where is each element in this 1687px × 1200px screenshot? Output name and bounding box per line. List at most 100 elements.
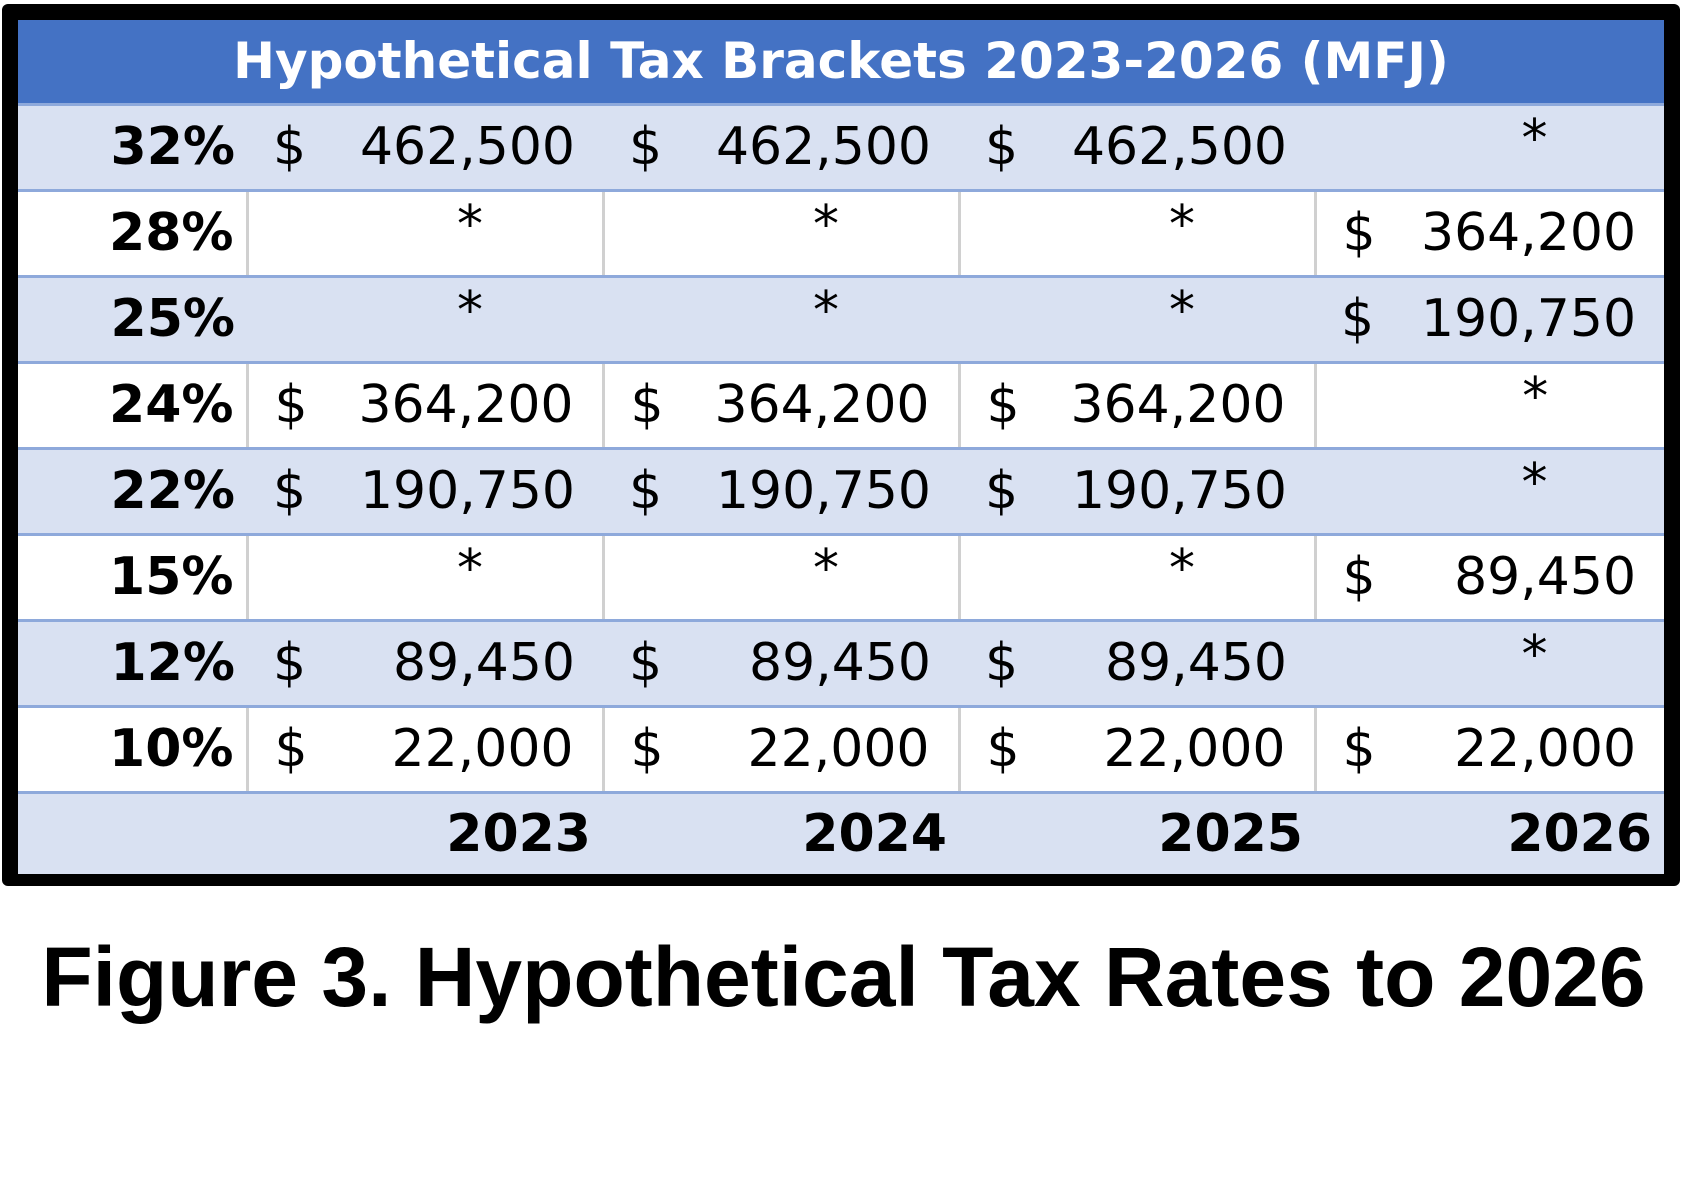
bracket-cell: $190,750: [959, 448, 1315, 536]
tax-bracket-table: Hypothetical Tax Brackets 2023-2026 (MFJ…: [18, 20, 1665, 874]
table-frame: Hypothetical Tax Brackets 2023-2026 (MFJ…: [2, 4, 1680, 886]
currency-symbol: $: [274, 719, 308, 779]
table-row: 24% $364,200 $364,200 $364,200 *: [18, 362, 1665, 450]
bracket-threshold: 462,500: [359, 117, 575, 177]
bracket-cell: *: [959, 276, 1315, 364]
bracket-cell: *: [1315, 448, 1665, 536]
bracket-threshold: 190,750: [715, 461, 931, 521]
table-row: 12% $89,450 $89,450 $89,450 *: [18, 620, 1665, 708]
bracket-cell: $190,750: [603, 448, 959, 536]
not-applicable-marker: *: [457, 195, 483, 255]
not-applicable-marker: *: [1169, 195, 1195, 255]
rate-label: 15%: [18, 534, 247, 622]
bracket-cell: $22,000: [957, 706, 1315, 794]
bracket-cell: $190,750: [247, 448, 603, 536]
currency-symbol: $: [273, 461, 307, 521]
figure-caption: Figure 3. Hypothetical Tax Rates to 2026: [41, 930, 1646, 1024]
not-applicable-marker: *: [457, 281, 483, 341]
bracket-cell: $22,000: [1313, 706, 1665, 794]
currency-symbol: $: [629, 117, 663, 177]
bracket-threshold: 190,750: [1421, 289, 1637, 349]
table-row: 25% * * * $190,750: [18, 276, 1665, 364]
bracket-cell: *: [601, 190, 959, 278]
bracket-cell: $364,200: [957, 362, 1315, 450]
year-label: 2023: [247, 792, 603, 874]
not-applicable-marker: *: [1521, 109, 1548, 169]
rate-label: 32%: [18, 104, 247, 192]
bracket-cell: *: [957, 190, 1315, 278]
bracket-threshold: 22,000: [1454, 719, 1637, 779]
not-applicable-marker: *: [1169, 281, 1195, 341]
year-label: 2025: [959, 792, 1315, 874]
bracket-threshold: 89,450: [1454, 547, 1637, 607]
bracket-cell: $89,450: [1313, 534, 1665, 622]
bracket-cell: *: [245, 190, 603, 278]
bracket-threshold: 364,200: [1421, 203, 1637, 263]
bracket-threshold: 22,000: [747, 719, 930, 779]
bracket-threshold: 89,450: [393, 633, 575, 693]
year-label: 2024: [603, 792, 959, 874]
bracket-threshold: 364,200: [714, 375, 930, 435]
bracket-cell: $89,450: [959, 620, 1315, 708]
bracket-cell: $190,750: [1315, 276, 1665, 364]
bracket-threshold: 190,750: [1071, 461, 1287, 521]
rate-label: 10%: [18, 706, 247, 794]
bracket-cell: $89,450: [247, 620, 603, 708]
bracket-cell: $462,500: [959, 104, 1315, 192]
bracket-threshold: 364,200: [1070, 375, 1286, 435]
currency-symbol: $: [985, 117, 1019, 177]
currency-symbol: $: [1342, 547, 1376, 607]
year-row-spacer: [18, 792, 247, 874]
currency-symbol: $: [986, 375, 1020, 435]
rate-label: 24%: [18, 362, 247, 450]
bracket-cell: $462,500: [247, 104, 603, 192]
table-row: 28% * * * $364,200: [18, 190, 1665, 278]
rate-label: 22%: [18, 448, 247, 536]
currency-symbol: $: [629, 461, 663, 521]
table-row: 15% * * * $89,450: [18, 534, 1665, 622]
table-title: Hypothetical Tax Brackets 2023-2026 (MFJ…: [18, 20, 1665, 106]
bracket-threshold: 364,200: [358, 375, 574, 435]
bracket-cell: *: [1315, 104, 1665, 192]
bracket-cell: $364,200: [245, 362, 603, 450]
bracket-cell: $22,000: [245, 706, 603, 794]
currency-symbol: $: [1341, 289, 1375, 349]
bracket-cell: *: [601, 534, 959, 622]
bracket-threshold: 89,450: [749, 633, 931, 693]
bracket-threshold: 462,500: [715, 117, 931, 177]
bracket-threshold: 22,000: [391, 719, 574, 779]
currency-symbol: $: [629, 633, 663, 693]
currency-symbol: $: [985, 633, 1019, 693]
currency-symbol: $: [273, 633, 307, 693]
bracket-cell: *: [247, 276, 603, 364]
bracket-cell: *: [1315, 620, 1665, 708]
currency-symbol: $: [630, 719, 664, 779]
not-applicable-marker: *: [457, 539, 483, 599]
year-header-row: 2023 2024 2025 2026: [18, 792, 1665, 874]
bracket-cell: $462,500: [603, 104, 959, 192]
bracket-cell: $89,450: [603, 620, 959, 708]
bracket-cell: *: [603, 276, 959, 364]
bracket-threshold: 190,750: [359, 461, 575, 521]
currency-symbol: $: [1342, 719, 1376, 779]
year-label: 2026: [1315, 792, 1665, 874]
bracket-threshold: 22,000: [1103, 719, 1286, 779]
bracket-cell: *: [957, 534, 1315, 622]
rate-label: 28%: [18, 190, 247, 278]
bracket-threshold: 89,450: [1105, 633, 1287, 693]
not-applicable-marker: *: [1521, 453, 1548, 513]
not-applicable-marker: *: [1169, 539, 1195, 599]
table-row: 22% $190,750 $190,750 $190,750 *: [18, 448, 1665, 536]
bracket-cell: *: [1313, 362, 1665, 450]
not-applicable-marker: *: [813, 539, 839, 599]
bracket-cell: *: [245, 534, 603, 622]
not-applicable-marker: *: [1521, 625, 1548, 685]
not-applicable-marker: *: [1522, 367, 1549, 427]
currency-symbol: $: [274, 375, 308, 435]
not-applicable-marker: *: [813, 195, 839, 255]
currency-symbol: $: [273, 117, 307, 177]
currency-symbol: $: [986, 719, 1020, 779]
currency-symbol: $: [985, 461, 1019, 521]
currency-symbol: $: [630, 375, 664, 435]
rate-label: 12%: [18, 620, 247, 708]
